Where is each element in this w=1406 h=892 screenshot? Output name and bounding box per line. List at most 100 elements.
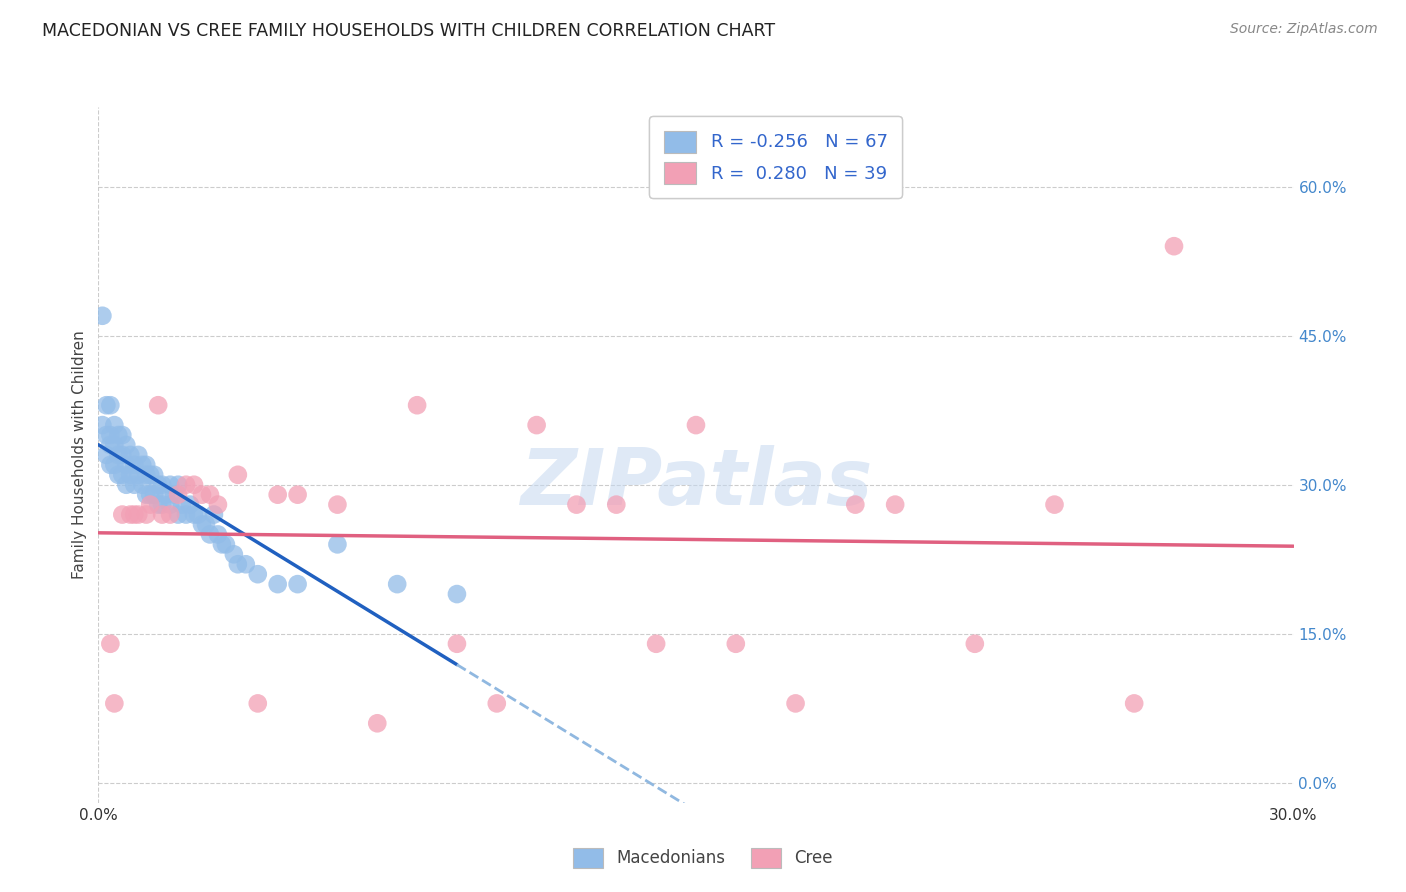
Point: [96, 428, 118, 442]
Point: [91, 418, 114, 433]
Point: [131, 477, 153, 491]
Point: [163, 488, 186, 502]
Point: [111, 467, 134, 482]
Point: [287, 577, 309, 591]
Point: [1043, 498, 1066, 512]
Point: [111, 428, 134, 442]
Point: [135, 488, 157, 502]
Point: [143, 467, 166, 482]
Point: [222, 547, 245, 561]
Point: [605, 498, 627, 512]
Point: [963, 637, 986, 651]
Point: [135, 508, 157, 522]
Point: [174, 508, 197, 522]
Point: [215, 537, 238, 551]
Point: [685, 418, 707, 433]
Point: [143, 488, 166, 502]
Point: [107, 467, 129, 482]
Point: [211, 537, 233, 551]
Text: MACEDONIAN VS CREE FAMILY HOUSEHOLDS WITH CHILDREN CORRELATION CHART: MACEDONIAN VS CREE FAMILY HOUSEHOLDS WIT…: [42, 22, 775, 40]
Point: [167, 477, 190, 491]
Point: [124, 458, 146, 472]
Point: [844, 498, 866, 512]
Point: [235, 558, 257, 572]
Point: [326, 537, 349, 551]
Point: [267, 488, 290, 502]
Point: [159, 508, 181, 522]
Point: [195, 517, 218, 532]
Point: [100, 438, 122, 452]
Text: Source: ZipAtlas.com: Source: ZipAtlas.com: [1230, 22, 1378, 37]
Point: [167, 488, 190, 502]
Point: [96, 398, 118, 412]
Point: [127, 448, 149, 462]
Point: [159, 498, 181, 512]
Point: [127, 508, 149, 522]
Point: [96, 448, 118, 462]
Point: [111, 448, 134, 462]
Point: [107, 448, 129, 462]
Point: [100, 428, 122, 442]
Point: [148, 498, 170, 512]
Point: [139, 488, 162, 502]
Point: [1163, 239, 1185, 253]
Point: [1123, 697, 1146, 711]
Point: [246, 567, 269, 582]
Point: [103, 697, 125, 711]
Point: [174, 477, 197, 491]
Point: [198, 527, 221, 541]
Point: [115, 477, 138, 491]
Point: [187, 508, 209, 522]
Point: [127, 467, 149, 482]
Point: [150, 498, 173, 512]
Point: [526, 418, 548, 433]
Point: [366, 716, 388, 731]
Point: [91, 309, 114, 323]
Point: [207, 527, 229, 541]
Point: [120, 508, 142, 522]
Point: [150, 477, 173, 491]
Point: [139, 467, 162, 482]
Point: [226, 558, 249, 572]
Point: [183, 508, 205, 522]
Point: [183, 477, 205, 491]
Point: [645, 637, 668, 651]
Point: [191, 517, 214, 532]
Point: [385, 577, 409, 591]
Point: [148, 398, 170, 412]
Point: [139, 498, 162, 512]
Point: [246, 697, 269, 711]
Point: [150, 508, 173, 522]
Point: [111, 508, 134, 522]
Point: [485, 697, 508, 711]
Point: [103, 418, 125, 433]
Point: [131, 458, 153, 472]
Point: [159, 477, 181, 491]
Point: [155, 488, 177, 502]
Point: [202, 508, 225, 522]
Point: [100, 398, 122, 412]
Point: [724, 637, 747, 651]
Point: [115, 458, 138, 472]
Point: [167, 508, 190, 522]
Point: [446, 587, 468, 601]
Point: [100, 637, 122, 651]
Point: [148, 477, 170, 491]
Point: [135, 458, 157, 472]
Point: [207, 498, 229, 512]
Point: [446, 637, 468, 651]
Point: [103, 438, 125, 452]
Legend: R = -0.256   N = 67, R =  0.280   N = 39: R = -0.256 N = 67, R = 0.280 N = 39: [650, 116, 903, 198]
Point: [124, 508, 146, 522]
Y-axis label: Family Households with Children: Family Households with Children: [72, 331, 87, 579]
Point: [120, 467, 142, 482]
Point: [565, 498, 588, 512]
Point: [107, 428, 129, 442]
Point: [100, 458, 122, 472]
Point: [198, 488, 221, 502]
Text: ZIPatlas: ZIPatlas: [520, 445, 872, 521]
Point: [191, 488, 214, 502]
Point: [326, 498, 349, 512]
Point: [103, 458, 125, 472]
Point: [124, 477, 146, 491]
